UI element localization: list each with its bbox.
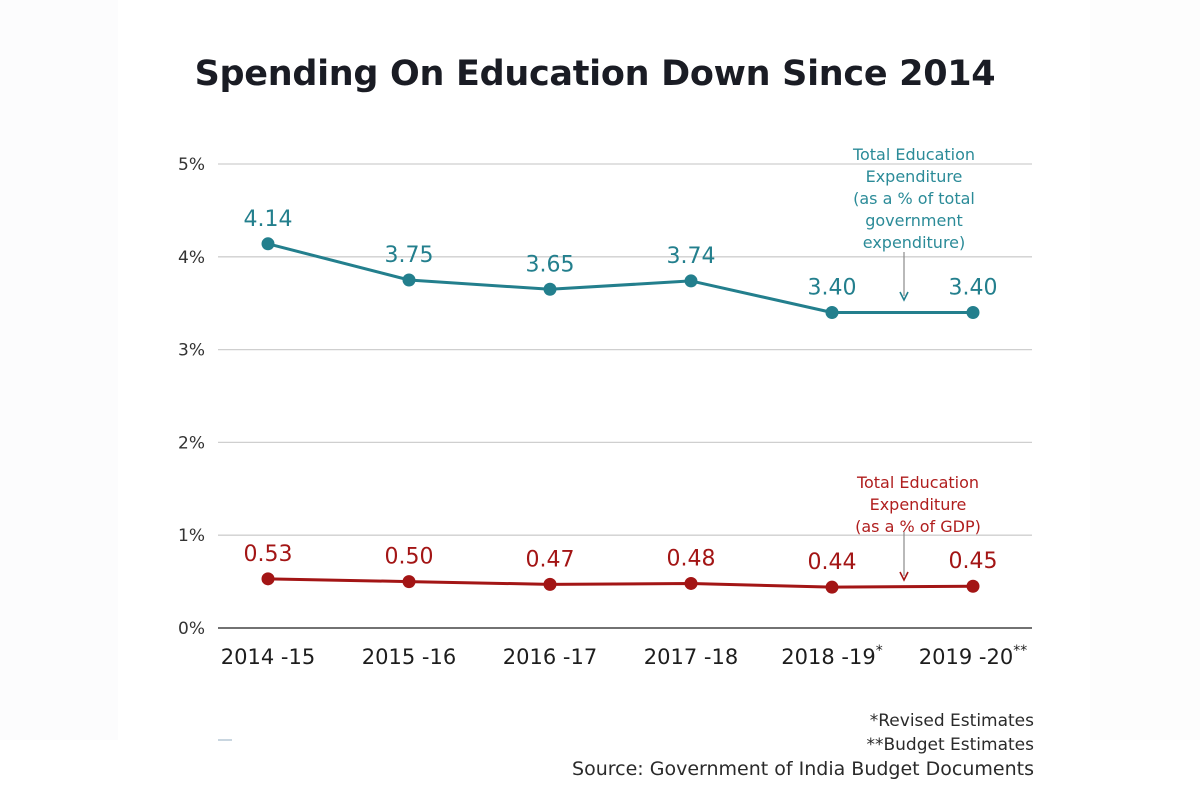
x-tick-text: 2017 -18 [644, 645, 738, 669]
right-background-panel [1090, 0, 1200, 740]
decorative-dash [218, 739, 232, 741]
x-tick-text: 2019 -20 [919, 645, 1013, 669]
x-tick-label: 2017 -18 [644, 645, 738, 669]
x-tick-superscript: ** [1013, 643, 1027, 659]
data-label: 3.65 [526, 252, 575, 277]
chart-title: Spending On Education Down Since 2014 [194, 54, 996, 94]
annotation-arrow-head-icon [899, 291, 909, 302]
left-background-panel [0, 0, 118, 740]
x-tick-label: 2014 -15 [221, 645, 315, 669]
y-axis-ticks: 0% 1% 2% 3% 4% 5% [178, 155, 205, 639]
x-tick-superscript: * [876, 643, 883, 659]
x-tick-text: 2018 -19 [781, 645, 875, 669]
annotation-govt-exp-line: expenditure) [863, 233, 966, 252]
data-point [402, 273, 416, 287]
gridlines [218, 163, 1032, 629]
annotation-gdp-line: (as a % of GDP) [855, 517, 981, 536]
data-label: 3.75 [385, 243, 434, 268]
budget-estimates-note: **Budget Estimates [866, 735, 1035, 755]
x-axis-ticks: 2014 -15 2015 -16 2016 -17 2017 -18 2018 -19… [221, 643, 1027, 669]
annotation-arrow-head-icon [899, 571, 909, 582]
x-tick-label: 2016 -17 [503, 645, 597, 669]
y-tick-label: 0% [178, 619, 205, 639]
data-point [966, 305, 980, 319]
data-label: 0.53 [244, 542, 293, 567]
annotation-govt-exp-line: Total Education [852, 145, 975, 164]
x-tick-label: 2015 -16 [362, 645, 456, 669]
data-label: 3.40 [949, 275, 998, 300]
x-tick-text: 2014 -15 [221, 645, 315, 669]
annotation-gdp-line: Expenditure [870, 495, 967, 514]
data-point [966, 579, 980, 593]
data-point [261, 572, 275, 586]
data-point [684, 274, 698, 288]
data-label: 0.47 [526, 547, 575, 572]
data-label: 0.44 [808, 550, 857, 575]
data-point [825, 305, 839, 319]
data-point [261, 237, 275, 251]
data-label: 3.74 [667, 244, 716, 269]
revised-estimates-note: *Revised Estimates [869, 711, 1034, 731]
x-tick-label: 2018 -19* [781, 643, 882, 669]
data-label: 3.40 [808, 275, 857, 300]
x-tick-label: 2019 -20** [919, 643, 1027, 669]
y-tick-label: 5% [178, 155, 205, 175]
annotation-govt-exp-line: (as a % of total [853, 189, 975, 208]
y-tick-label: 1% [178, 526, 205, 546]
x-tick-text: 2016 -17 [503, 645, 597, 669]
y-tick-label: 2% [178, 433, 205, 453]
y-tick-label: 3% [178, 341, 205, 361]
data-point [543, 577, 557, 591]
data-point [825, 580, 839, 594]
data-point [543, 282, 557, 296]
x-tick-text: 2015 -16 [362, 645, 456, 669]
series-line-gdp [267, 577, 974, 589]
y-tick-label: 4% [178, 248, 205, 268]
series-group: 4.14 3.75 3.65 3.74 3.40 3.40 0.53 0.50 0.47 0.48… [244, 207, 998, 594]
series-line-govt-exp [267, 242, 973, 314]
data-label: 0.45 [949, 549, 998, 574]
series-annotations: Total Education Expenditure (as a % of tot… [852, 145, 981, 582]
source-note: Source: Government of India Budget Docum… [572, 758, 1034, 780]
data-point [684, 576, 698, 590]
annotation-govt-exp-line: government [865, 211, 963, 230]
annotation-gdp-line: Total Education [856, 473, 979, 492]
data-label: 4.14 [244, 207, 293, 232]
annotation-govt-exp-line: Expenditure [866, 167, 963, 186]
data-point [402, 575, 416, 589]
data-label: 0.48 [667, 546, 716, 571]
data-label: 0.50 [385, 545, 434, 570]
